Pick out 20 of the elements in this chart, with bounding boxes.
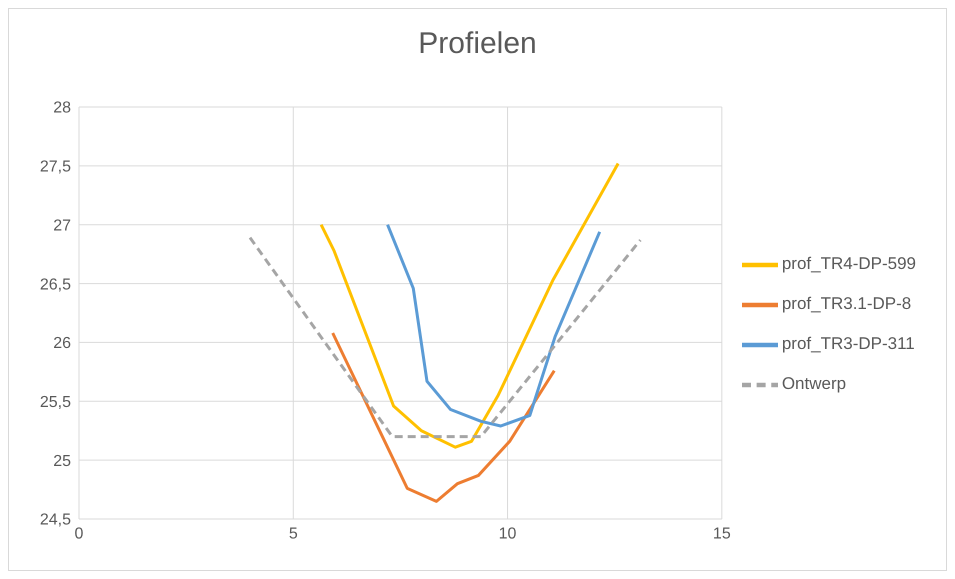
- x-tick-label: 15: [712, 525, 731, 542]
- legend-label: prof_TR3.1-DP-8: [782, 294, 912, 313]
- y-tick-label: 26: [53, 335, 72, 352]
- y-tick-label: 28: [53, 100, 72, 117]
- x-tick-label: 10: [498, 525, 517, 542]
- line-series: [320, 162, 620, 449]
- y-tick-label: 27: [53, 217, 72, 234]
- legend-label: prof_TR4-DP-599: [782, 254, 916, 273]
- y-tick-label: 26,5: [40, 276, 72, 294]
- chart-title: Profielen: [417, 26, 538, 62]
- legend-label: prof_TR3-DP-311: [782, 334, 915, 353]
- y-tick-label: 25: [53, 452, 72, 470]
- line-series: [331, 332, 556, 503]
- legend-label: Ontwerp: [782, 374, 846, 393]
- y-tick-label: 25,5: [40, 394, 72, 411]
- x-tick-label: 5: [288, 525, 298, 542]
- y-tick-label: 24,5: [40, 512, 72, 529]
- y-tick-label: 27,5: [40, 158, 72, 176]
- x-tick-label: 0: [74, 525, 84, 542]
- line-series: [386, 223, 602, 428]
